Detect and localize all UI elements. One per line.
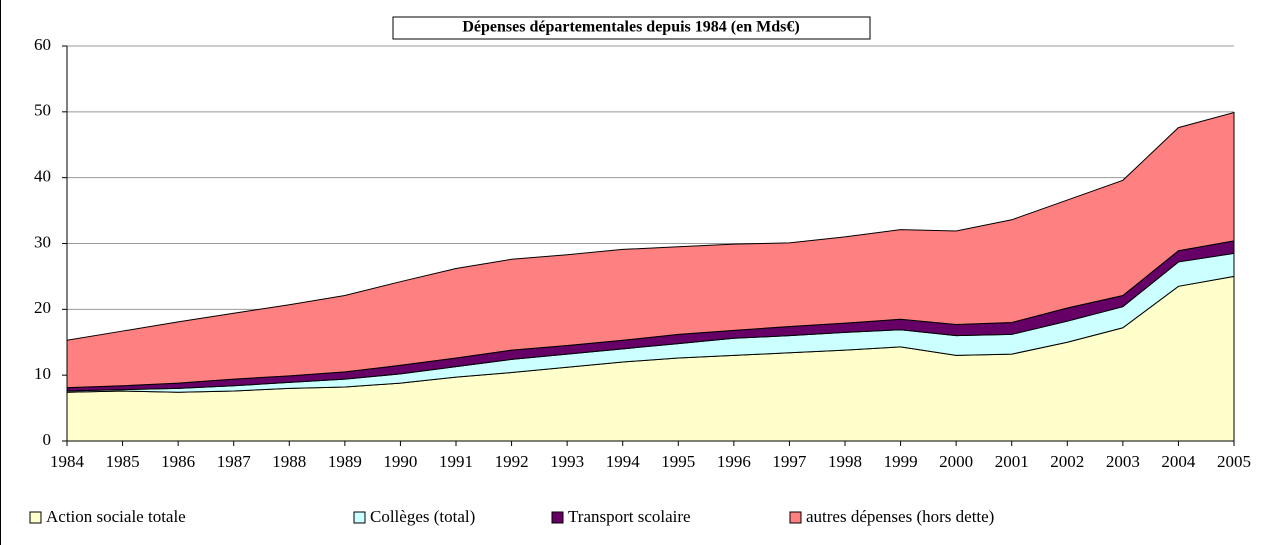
x-tick-label: 1994 <box>606 452 641 471</box>
x-tick-label: 1984 <box>50 452 85 471</box>
x-tick-label: 1988 <box>272 452 306 471</box>
y-tick-label: 40 <box>34 167 51 186</box>
y-tick-label: 20 <box>34 298 51 317</box>
x-tick-label: 2003 <box>1106 452 1140 471</box>
x-tick-label: 2005 <box>1217 452 1251 471</box>
chart-title: Dépenses départementales depuis 1984 (en… <box>462 19 799 36</box>
x-tick-label: 1987 <box>217 452 252 471</box>
x-tick-label: 1999 <box>884 452 918 471</box>
legend-swatch <box>353 511 366 524</box>
x-tick-label: 1990 <box>383 452 417 471</box>
y-tick-label: 50 <box>34 101 51 120</box>
x-tick-label: 1989 <box>328 452 362 471</box>
x-tick-label: 1985 <box>106 452 140 471</box>
y-tick-label: 0 <box>43 430 52 449</box>
legend-swatch <box>789 511 802 524</box>
x-tick-label: 2001 <box>995 452 1029 471</box>
x-tick-label: 1986 <box>161 452 195 471</box>
area <box>66 111 1235 389</box>
legend-label: Transport scolaire <box>568 507 691 526</box>
y-tick-label: 10 <box>34 364 51 383</box>
x-tick-label: 1997 <box>772 452 807 471</box>
legend-swatch <box>551 511 564 524</box>
x-tick-label: 1995 <box>661 452 695 471</box>
x-tick-label: 2002 <box>1050 452 1084 471</box>
x-tick-label: 1993 <box>550 452 584 471</box>
y-tick-label: 30 <box>34 232 51 251</box>
legend-label: Action sociale totale <box>46 507 186 526</box>
title-box <box>392 16 871 40</box>
x-tick-label: 2000 <box>939 452 973 471</box>
legend-label: autres dépenses (hors dette) <box>806 507 994 526</box>
x-tick-label: 1996 <box>717 452 751 471</box>
x-tick-label: 1998 <box>828 452 862 471</box>
y-tick-label: 60 <box>34 35 51 54</box>
x-tick-label: 1992 <box>495 452 529 471</box>
legend-swatch <box>29 511 42 524</box>
legend-label: Collèges (total) <box>370 507 475 526</box>
x-tick-label: 1991 <box>439 452 473 471</box>
x-tick-label: 2004 <box>1161 452 1196 471</box>
